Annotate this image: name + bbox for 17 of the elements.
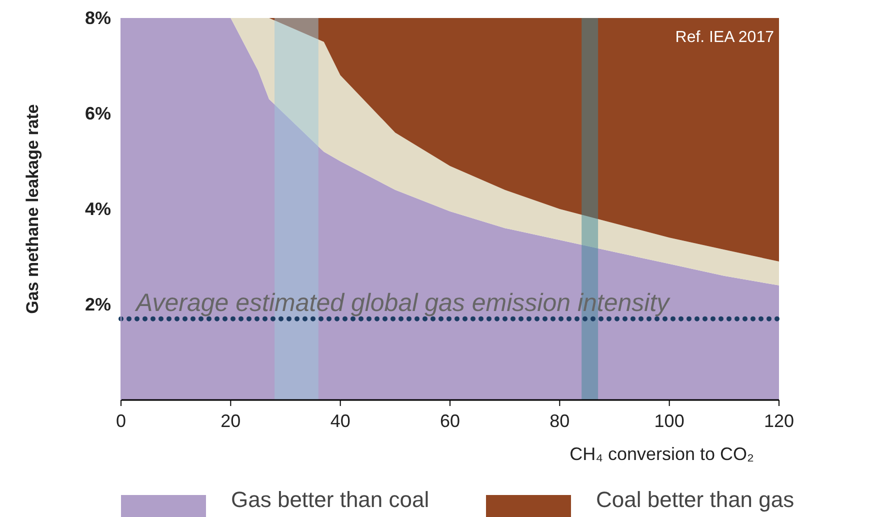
- annotation: Ref. IEA 2017: [675, 29, 774, 46]
- x-tick-label: 20: [220, 411, 241, 431]
- x-tick-label: 0: [116, 411, 126, 431]
- y-tick-label: 6%: [84, 104, 111, 124]
- x-tick-label: 100: [654, 411, 684, 431]
- x-tick-label: 40: [330, 411, 350, 431]
- y-axis-title: Gas methane leakage rate: [23, 104, 42, 314]
- legend-label: Gas better than coal: [231, 487, 430, 512]
- x-tick-label: 120: [764, 411, 794, 431]
- y-tick-label: 2%: [84, 294, 111, 314]
- x-axis-title: CH₄ conversion to CO₂: [570, 444, 754, 464]
- x-tick-label: 80: [550, 411, 570, 431]
- legend-label: Coal better than gas: [596, 487, 794, 512]
- x-tick-label: 60: [440, 411, 460, 431]
- y-tick-label: 4%: [84, 199, 111, 219]
- y-tick-label: 8%: [84, 8, 111, 28]
- ref-line-label: Average estimated global gas emission intensity: [134, 288, 671, 317]
